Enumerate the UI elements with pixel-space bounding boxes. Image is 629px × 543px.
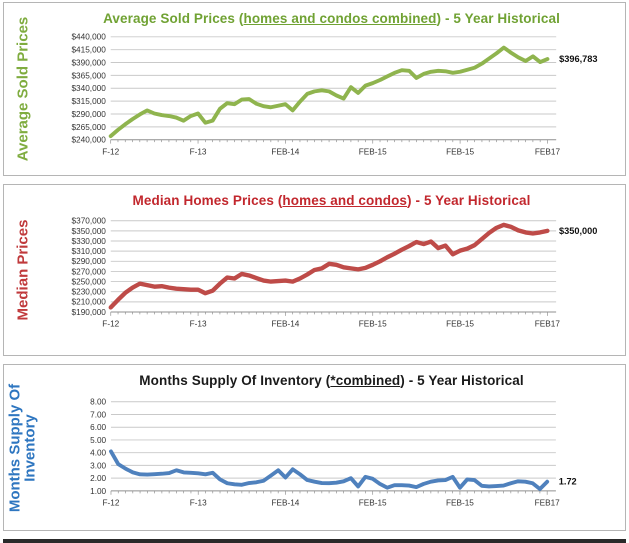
y-tick-label: $390,000 (71, 59, 106, 68)
panel-average-sold-prices: Average Sold Prices Average Sold Prices … (3, 2, 626, 176)
median-prices-chart: $370,000$350,000$330,000$310,000$290,000… (72, 217, 598, 329)
months-supply-chart: 8.00 7.00 6.00 5.00 4.00 3.00 2.00 1.00 F-12 F-13… (90, 398, 577, 508)
x-tick-label: FEB-15 (446, 320, 474, 329)
y-tick-label: 1.00 (90, 487, 106, 496)
y-tick-label: $270,000 (72, 268, 107, 277)
y-tick-label: $370,000 (72, 217, 107, 226)
y-tick-label: 8.00 (90, 398, 106, 407)
title-suffix: ) - 5 Year Historical (436, 11, 560, 26)
y-tick-label: $240,000 (71, 136, 106, 145)
end-value-label: $396,783 (559, 54, 597, 64)
y-axis-title-area: Median Prices (6, 187, 40, 353)
panel-median-prices: Median Prices Median Homes Prices (homes… (3, 184, 626, 356)
title-suffix: ) - 5 Year Historical (400, 373, 524, 388)
x-tick-label: FEB-15 (359, 148, 387, 157)
y-tick-label: $210,000 (72, 298, 107, 307)
months-supply-series-line (109, 449, 550, 492)
y-tick-label: $340,000 (71, 84, 106, 93)
x-tick-label: F-13 (190, 499, 207, 508)
x-tick-label: FEB-15 (359, 320, 387, 329)
x-tick-label: F-13 (190, 320, 207, 329)
x-tick-label: FEB-15 (446, 499, 474, 508)
title-suffix: ) - 5 Year Historical (407, 193, 531, 208)
chart-area: Months Supply Of Inventory (*combined) -… (40, 367, 623, 528)
panel-months-supply: Months Supply Of Inventory Months Supply… (3, 364, 626, 531)
x-tick-label: FEB-14 (271, 148, 299, 157)
x-tick-label: FEB17 (535, 320, 561, 329)
y-axis-title-area: Average Sold Prices (6, 5, 40, 173)
y-axis-title: Months Supply Of Inventory (6, 383, 39, 512)
y-tick-label: 6.00 (90, 423, 106, 432)
y-tick-label: $310,000 (72, 247, 107, 256)
y-tick-label: 5.00 (90, 436, 106, 445)
chart-title: Average Sold Prices (homes and condos co… (40, 5, 623, 31)
y-tick-label: $350,000 (72, 227, 107, 236)
chart-title: Median Homes Prices (homes and condos) -… (40, 187, 623, 213)
y-tick-label: $265,000 (71, 123, 106, 132)
y-tick-label: $250,000 (72, 278, 107, 287)
title-prefix: Months Supply Of Inventory ( (139, 373, 331, 388)
y-tick-label: 2.00 (90, 474, 106, 483)
y-axis-title: Average Sold Prices (14, 16, 32, 162)
y-tick-label: $290,000 (72, 257, 107, 266)
y-tick-label: $440,000 (71, 33, 106, 42)
chart-area: Average Sold Prices (homes and condos co… (40, 5, 623, 173)
y-tick-label: $230,000 (72, 288, 107, 297)
average-sold-prices-series-line (108, 45, 550, 139)
y-axis-title-area: Months Supply Of Inventory (6, 367, 40, 528)
y-tick-label: 4.00 (90, 449, 106, 458)
title-prefix: Average Sold Prices ( (103, 11, 244, 26)
end-value-label: $350,000 (559, 226, 597, 236)
y-tick-label: $415,000 (71, 46, 106, 55)
x-tick-label: FEB17 (535, 148, 561, 157)
y-axis-title: Median Prices (14, 219, 32, 321)
x-tick-label: F-12 (103, 499, 120, 508)
chart-title: Months Supply Of Inventory (*combined) -… (40, 367, 623, 393)
x-tick-label: F-12 (102, 320, 119, 329)
title-underlined: *combined (330, 373, 401, 388)
footer-bar (3, 539, 626, 543)
y-tick-label: 3.00 (90, 462, 106, 471)
median-prices-series-line (108, 222, 550, 310)
title-underlined: homes and condos (282, 193, 408, 208)
title-prefix: Median Homes Prices ( (132, 193, 283, 208)
x-tick-label: FEB-14 (272, 499, 300, 508)
title-underlined: homes and condos combined (243, 11, 437, 26)
x-tick-label: F-13 (190, 148, 207, 157)
average-sold-prices-chart: $440,000 $415,000 $390,000 $365,000 $340,000… (71, 33, 597, 157)
y-tick-label: $315,000 (71, 97, 106, 106)
x-tick-label: FEB-14 (271, 320, 299, 329)
x-tick-label: FEB17 (535, 499, 561, 508)
x-tick-label: FEB-15 (446, 148, 474, 157)
end-value-label: 1.72 (559, 477, 577, 487)
y-tick-label: 7.00 (90, 411, 106, 420)
x-tick-label: FEB-15 (359, 499, 387, 508)
y-tick-label: $365,000 (71, 72, 106, 81)
y-tick-label: $290,000 (71, 110, 106, 119)
y-tick-label: $190,000 (72, 308, 107, 317)
chart-area: Median Homes Prices (homes and condos) -… (40, 187, 623, 353)
x-tick-label: F-12 (102, 148, 119, 157)
y-tick-label: $330,000 (72, 237, 107, 246)
